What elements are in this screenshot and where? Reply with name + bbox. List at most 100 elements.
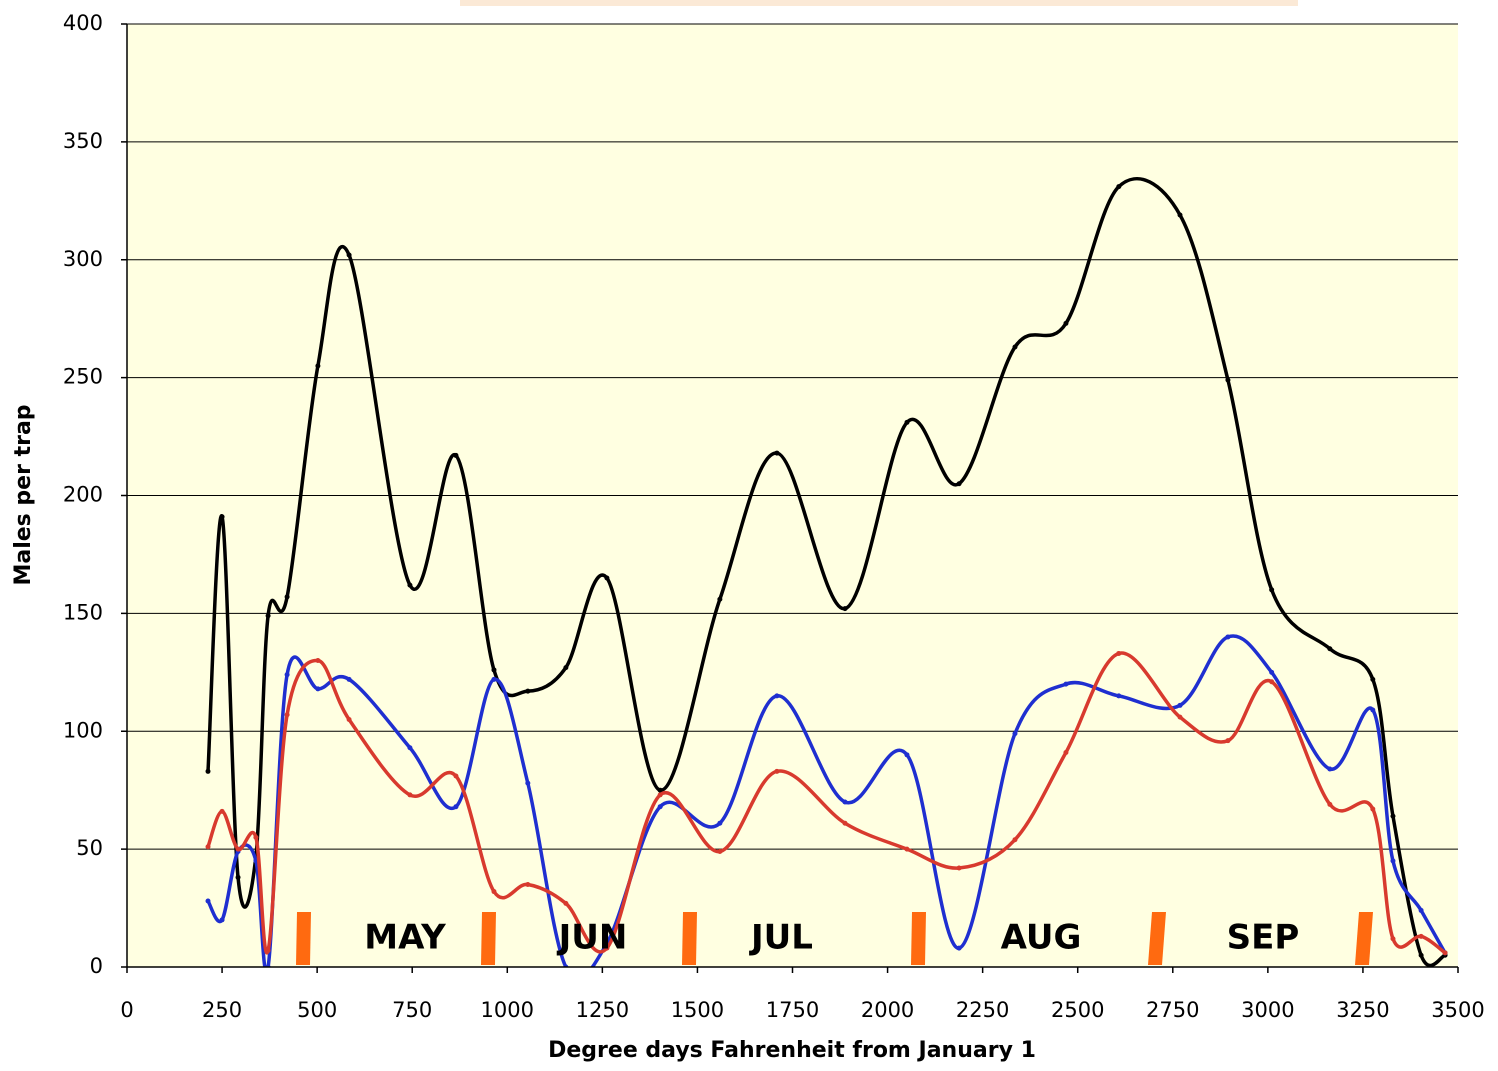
month-dividers (296, 912, 1373, 965)
point (1418, 952, 1424, 958)
point (1063, 320, 1069, 326)
point (265, 613, 271, 619)
point (904, 419, 910, 425)
x-tick-label: 1250 (576, 998, 629, 1022)
point (407, 745, 413, 751)
y-tick-label: 400 (63, 11, 103, 35)
y-tick-label: 150 (63, 600, 103, 624)
point (525, 881, 531, 887)
point (904, 752, 910, 758)
point (1012, 731, 1018, 737)
point (1012, 837, 1018, 843)
x-tick-label: 3500 (1431, 998, 1484, 1022)
lines (205, 176, 1448, 967)
ticks: 0 50 100 150 200 250 300 350 400 0 250 500 750 1000 12… (63, 11, 1485, 1022)
month-label: JUN (557, 918, 628, 958)
x-axis-title: Degree days Fahrenheit from January 1 (548, 1038, 1036, 1063)
point (1063, 749, 1069, 755)
x-tick-label: 2750 (1146, 998, 1199, 1022)
point (657, 804, 663, 810)
point (1327, 646, 1333, 652)
point (491, 889, 497, 895)
point (205, 898, 211, 904)
point (1370, 806, 1376, 812)
month-label: JUL (749, 918, 813, 958)
point (1177, 702, 1183, 708)
point (774, 768, 780, 774)
point (1116, 184, 1122, 190)
month-divider (682, 912, 697, 965)
x-tick-label: 1000 (481, 998, 534, 1022)
month-divider (1148, 912, 1166, 965)
month-labels: MAY JUN JUL AUG SEP (364, 918, 1299, 958)
point (525, 780, 531, 786)
point (1418, 933, 1424, 939)
point (717, 820, 723, 826)
point (1390, 858, 1396, 864)
point (253, 834, 259, 840)
point (1012, 344, 1018, 350)
point (491, 676, 497, 682)
month-divider (481, 912, 496, 965)
point (346, 252, 352, 258)
point (219, 917, 225, 923)
point (604, 575, 610, 581)
point (657, 792, 663, 798)
point (453, 804, 459, 810)
point (205, 768, 211, 774)
point (956, 945, 962, 951)
y-tick-label: 300 (63, 247, 103, 271)
point (315, 658, 321, 664)
point (563, 900, 569, 906)
point (265, 947, 271, 953)
y-tick-label: 50 (76, 836, 103, 860)
point (563, 665, 569, 671)
point (1116, 650, 1122, 656)
point (1442, 950, 1448, 956)
point (315, 363, 321, 369)
point (1327, 766, 1333, 772)
point (1370, 676, 1376, 682)
y-tick-label: 200 (63, 483, 103, 507)
y-tick-label: 0 (90, 954, 103, 978)
point (717, 596, 723, 602)
month-divider (296, 912, 311, 965)
y-tick-label: 100 (63, 718, 103, 742)
point (346, 676, 352, 682)
point (1177, 212, 1183, 218)
point (1269, 679, 1275, 685)
point (346, 716, 352, 722)
month-label: MAY (364, 918, 446, 958)
point (284, 712, 290, 718)
x-tick-label: 0 (120, 998, 133, 1022)
point (604, 945, 610, 951)
point (956, 865, 962, 871)
point (1327, 801, 1333, 807)
point (1063, 681, 1069, 687)
month-label: SEP (1227, 918, 1300, 958)
point (453, 773, 459, 779)
point (842, 820, 848, 826)
x-tick-label: 2250 (956, 998, 1009, 1022)
x-tick-label: 500 (297, 998, 337, 1022)
point (1225, 377, 1231, 383)
x-tick-label: 2500 (1051, 998, 1104, 1022)
point (453, 452, 459, 458)
point (315, 686, 321, 692)
y-tick-label: 250 (63, 365, 103, 389)
point (1225, 738, 1231, 744)
point (491, 667, 497, 673)
point (205, 844, 211, 850)
point (774, 693, 780, 699)
x-tick-label: 2000 (861, 998, 914, 1022)
point (1116, 693, 1122, 699)
month-divider (1355, 912, 1373, 965)
point (1225, 634, 1231, 640)
point (1269, 587, 1275, 593)
point (904, 846, 910, 852)
x-tick-label: 3250 (1336, 998, 1389, 1022)
point (219, 514, 225, 520)
point (717, 848, 723, 854)
point (284, 594, 290, 600)
